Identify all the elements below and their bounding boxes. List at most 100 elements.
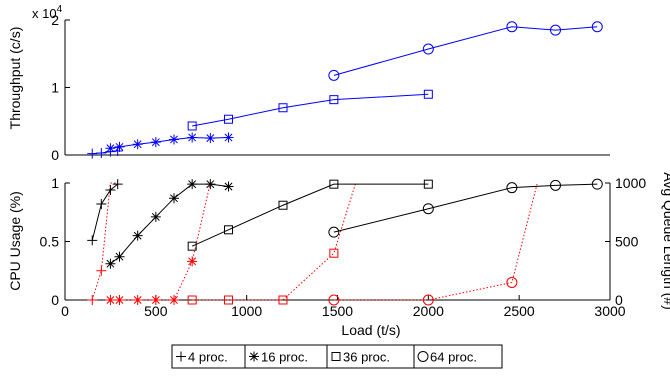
queue-point — [187, 295, 197, 305]
queue-point — [132, 295, 143, 305]
bottom-xtick-label: 2500 — [504, 303, 535, 319]
top-ytick-label: 2 — [51, 12, 59, 28]
legend-marker — [176, 351, 186, 362]
throughput-point — [96, 147, 107, 158]
cpu-point — [105, 185, 116, 196]
cpu-line-0 — [91, 183, 118, 241]
bottom-xtick-label: 500 — [144, 303, 168, 319]
throughput-point — [132, 139, 143, 150]
cpu-point — [96, 199, 107, 210]
throughput-point — [223, 132, 234, 143]
cpu-point — [591, 178, 603, 190]
throughput-point — [205, 133, 216, 144]
queue-point — [187, 256, 198, 267]
queue-line-1 — [110, 182, 211, 301]
queue-point — [224, 295, 233, 305]
legend-label: 4 proc. — [188, 350, 228, 365]
throughput-point — [105, 143, 116, 154]
legend-marker — [249, 351, 259, 362]
cpu-line-1 — [110, 183, 229, 265]
cpu-line-3 — [333, 183, 598, 233]
throughput-point — [224, 114, 233, 124]
queue-point — [114, 295, 125, 305]
legend: 4 proc. 16 proc. 36 proc. 64 proc. — [171, 344, 503, 369]
legend-marker — [331, 352, 341, 361]
cpu-point — [205, 179, 216, 190]
top-ytick-label: 0 — [51, 147, 59, 163]
legend-box — [171, 344, 503, 369]
bottom-xtick-label: 1500 — [322, 303, 353, 319]
queue-point — [105, 295, 116, 305]
throughput-point — [187, 132, 198, 143]
throughput-point — [150, 137, 161, 148]
throughput-point — [187, 121, 197, 131]
cpu-point — [105, 258, 116, 269]
throughput-point — [328, 69, 340, 81]
queue-point — [422, 294, 434, 306]
legend-label: 64 proc. — [430, 350, 477, 365]
cpu-point — [224, 225, 233, 235]
cpu-point — [329, 179, 339, 189]
bottom-y2tick-label: 500 — [615, 234, 639, 250]
throughput-point — [422, 43, 434, 55]
bottom-xtick-label: 2000 — [413, 303, 444, 319]
cpu-point — [169, 193, 179, 204]
cpu-point — [422, 203, 434, 215]
cpu-point — [132, 230, 143, 241]
cpu-point — [223, 181, 234, 192]
queue-line-3 — [333, 182, 538, 301]
cpu-point — [114, 251, 125, 262]
bottom-y2tick-label: 0 — [615, 292, 623, 308]
throughput-plot: 0 1 2 — [51, 12, 610, 163]
cpu-point — [187, 241, 197, 251]
bottom-xtick-label: 0 — [61, 303, 69, 319]
throughput-point — [329, 95, 339, 105]
throughput-point — [506, 21, 518, 33]
bottom-xtick-label: 1000 — [231, 303, 262, 319]
bottom-ytick-label: 0 — [51, 292, 59, 308]
cpu-point — [328, 226, 340, 238]
queue-point — [96, 265, 107, 276]
cpu-point — [150, 211, 161, 222]
bottom-ylabel: CPU Usage (%) — [7, 191, 23, 291]
queue-point — [278, 295, 288, 305]
top-ylabel: Throughput (c/s) — [7, 27, 23, 130]
throughput-point — [87, 148, 98, 159]
queue-line-0 — [91, 182, 118, 301]
throughput-point — [423, 89, 433, 99]
bottom-ytick-label: 0.5 — [40, 234, 60, 250]
cpu-point — [87, 235, 98, 246]
throughput-point — [550, 24, 561, 36]
bottom-ytick-label: 1 — [51, 175, 59, 191]
top-ytick-label: 1 — [51, 80, 59, 96]
throughput-point — [278, 103, 288, 113]
cpu-point — [423, 179, 433, 189]
bottom-y2label: Avg Queue Length (#) — [661, 172, 670, 310]
throughput-point — [114, 141, 125, 152]
queue-point — [87, 295, 98, 305]
queue-point — [506, 276, 518, 288]
throughput-point — [169, 134, 179, 145]
bottom-xtick-label: 3000 — [594, 303, 625, 319]
throughput-line-2 — [192, 93, 429, 127]
cpu-line-2 — [191, 183, 429, 247]
throughput-point — [591, 21, 603, 33]
queue-line-2 — [192, 182, 357, 301]
legend-label: 16 proc. — [261, 350, 308, 365]
throughput-line-3 — [333, 26, 598, 76]
cpu-point — [187, 179, 198, 190]
queue-point — [150, 295, 161, 305]
top-multiplier: x 104 — [32, 4, 63, 21]
legend-label: 36 proc. — [343, 350, 390, 365]
cpu-point — [550, 179, 561, 191]
cpu-point — [112, 179, 123, 190]
queue-point — [329, 248, 339, 258]
legend-marker — [417, 351, 429, 362]
cpu-point — [506, 182, 518, 194]
queue-point — [328, 294, 340, 306]
cpu-point — [278, 200, 288, 210]
queue-point — [169, 295, 179, 305]
bottom-xlabel: Load (t/s) — [341, 322, 400, 338]
